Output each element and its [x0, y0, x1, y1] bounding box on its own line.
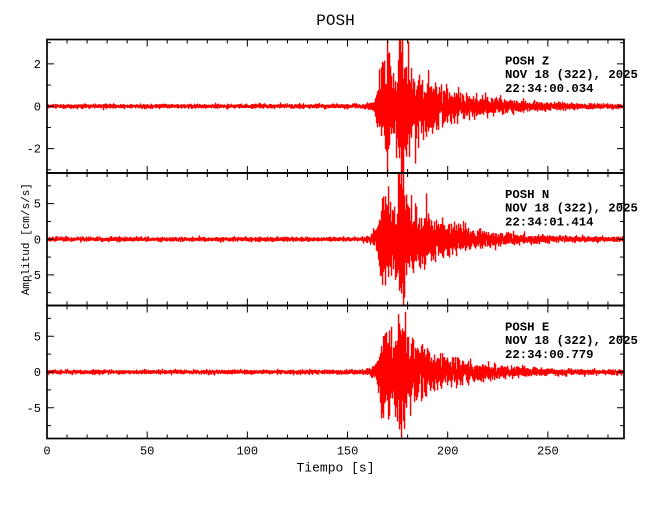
svg-text:150: 150 [337, 445, 359, 459]
svg-text:0: 0 [34, 100, 41, 114]
svg-text:50: 50 [140, 445, 154, 459]
svg-text:22:34:01.414: 22:34:01.414 [505, 215, 594, 229]
svg-text:POSH N: POSH N [505, 188, 549, 202]
svg-text:22:34:00.034: 22:34:00.034 [505, 82, 594, 96]
svg-text:POSH Z: POSH Z [505, 55, 549, 69]
svg-text:5: 5 [34, 330, 41, 344]
svg-text:NOV 18 (322), 2025: NOV 18 (322), 2025 [505, 334, 638, 348]
svg-text:200: 200 [437, 445, 459, 459]
svg-text:5: 5 [34, 198, 41, 212]
svg-text:22:34:00.779: 22:34:00.779 [505, 348, 594, 362]
svg-text:250: 250 [537, 445, 559, 459]
svg-text:Amplitud [cm/s/s]: Amplitud [cm/s/s] [21, 183, 33, 295]
svg-text:NOV 18 (322), 2025: NOV 18 (322), 2025 [505, 202, 638, 216]
svg-text:2: 2 [34, 58, 41, 72]
svg-text:100: 100 [236, 445, 258, 459]
svg-text:-5: -5 [27, 402, 41, 416]
svg-text:0: 0 [34, 233, 41, 247]
svg-text:0: 0 [43, 445, 50, 459]
svg-text:NOV 18 (322), 2025: NOV 18 (322), 2025 [505, 68, 638, 82]
svg-text:0: 0 [34, 366, 41, 380]
svg-text:POSH: POSH [316, 12, 354, 30]
svg-text:Tiempo [s]: Tiempo [s] [296, 461, 374, 476]
svg-text:POSH E: POSH E [505, 321, 549, 335]
svg-text:-2: -2 [27, 143, 41, 157]
